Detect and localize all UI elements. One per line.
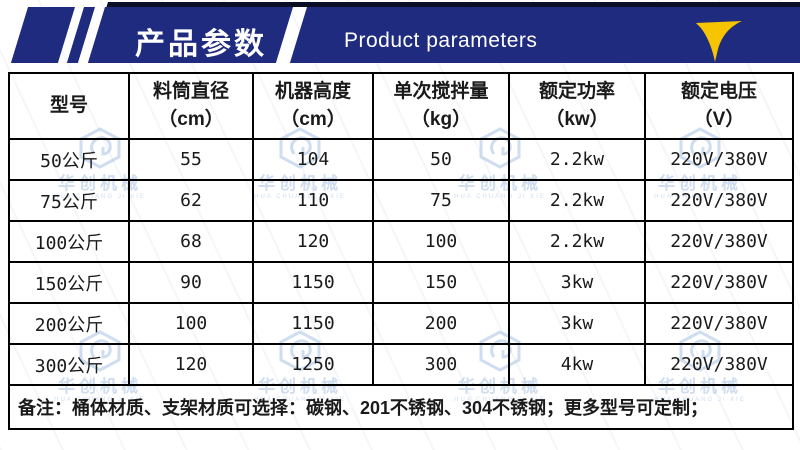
cell-model: 75公斤 bbox=[8, 179, 130, 222]
table-row: 150公斤 90 1150 150 3kw 220V/380V bbox=[8, 261, 794, 304]
header-row: 型号 料筒直径 （cm） 机器高度 （cm） 单次搅拌量 （kg） 额定功率 （kw） … bbox=[8, 72, 794, 140]
cell-height: 1250 bbox=[252, 343, 374, 386]
cell-model: 200公斤 bbox=[8, 302, 130, 345]
cell-capacity: 75 bbox=[372, 179, 510, 222]
cell-capacity: 300 bbox=[372, 343, 510, 386]
table-row: 75公斤 62 110 75 2.2kw 220V/380V bbox=[8, 179, 794, 222]
cell-capacity: 100 bbox=[372, 220, 510, 263]
page-subtitle: Product parameters bbox=[344, 29, 538, 52]
table-row: 200公斤 100 1150 200 3kw 220V/380V bbox=[8, 302, 794, 345]
cell-diameter: 90 bbox=[128, 261, 254, 304]
column-header-model: 型号 bbox=[8, 72, 130, 140]
table-row: 100公斤 68 120 100 2.2kw 220V/380V bbox=[8, 220, 794, 263]
cell-model: 100公斤 bbox=[8, 220, 130, 263]
column-header-rated-voltage: 额定电压 （V） bbox=[644, 72, 794, 140]
cell-diameter: 68 bbox=[128, 220, 254, 263]
cell-power: 3kw bbox=[508, 261, 646, 304]
cell-model: 150公斤 bbox=[8, 261, 130, 304]
cell-power: 4kw bbox=[508, 343, 646, 386]
column-header-machine-height: 机器高度 （cm） bbox=[252, 72, 374, 140]
cell-voltage: 220V/380V bbox=[644, 261, 794, 304]
cell-capacity: 200 bbox=[372, 302, 510, 345]
cell-power: 2.2kw bbox=[508, 220, 646, 263]
table-row: 300公斤 120 1250 300 4kw 220V/380V bbox=[8, 343, 794, 386]
cell-diameter: 100 bbox=[128, 302, 254, 345]
cell-model: 50公斤 bbox=[8, 138, 130, 181]
remarks-note: 备注：桶体材质、支架材质可选择：碳钢、201不锈钢、304不锈钢；更多型号可定制… bbox=[8, 384, 794, 430]
cell-power: 3kw bbox=[508, 302, 646, 345]
cell-diameter: 120 bbox=[128, 343, 254, 386]
column-header-barrel-diameter: 料筒直径 （cm） bbox=[128, 72, 254, 140]
banner-top-edge bbox=[106, 2, 800, 7]
cell-voltage: 220V/380V bbox=[644, 220, 794, 263]
note-row: 备注：桶体材质、支架材质可选择：碳钢、201不锈钢、304不锈钢；更多型号可定制… bbox=[8, 384, 794, 430]
down-swoosh-arrow-icon bbox=[696, 21, 742, 62]
cell-model: 300公斤 bbox=[8, 343, 130, 386]
cell-voltage: 220V/380V bbox=[644, 343, 794, 386]
page-title: 产品参数 bbox=[135, 28, 267, 61]
cell-height: 104 bbox=[252, 138, 374, 181]
cell-diameter: 62 bbox=[128, 179, 254, 222]
cell-capacity: 150 bbox=[372, 261, 510, 304]
column-header-rated-power: 额定功率 （kw） bbox=[508, 72, 646, 140]
cell-height: 120 bbox=[252, 220, 374, 263]
cell-capacity: 50 bbox=[372, 138, 510, 181]
cell-power: 2.2kw bbox=[508, 179, 646, 222]
cell-diameter: 55 bbox=[128, 138, 254, 181]
cell-power: 2.2kw bbox=[508, 138, 646, 181]
cell-voltage: 220V/380V bbox=[644, 138, 794, 181]
column-header-batch-capacity: 单次搅拌量 （kg） bbox=[372, 72, 510, 140]
cell-height: 1150 bbox=[252, 302, 374, 345]
banner-stripe-small bbox=[10, 7, 75, 63]
table-row: 50公斤 55 104 50 2.2kw 220V/380V bbox=[8, 138, 794, 181]
cell-voltage: 220V/380V bbox=[644, 179, 794, 222]
parameters-table: 型号 料筒直径 （cm） 机器高度 （cm） 单次搅拌量 （kg） 额定功率 （kw） … bbox=[8, 72, 794, 430]
cell-voltage: 220V/380V bbox=[644, 302, 794, 345]
cell-height: 1150 bbox=[252, 261, 374, 304]
cell-height: 110 bbox=[252, 179, 374, 222]
